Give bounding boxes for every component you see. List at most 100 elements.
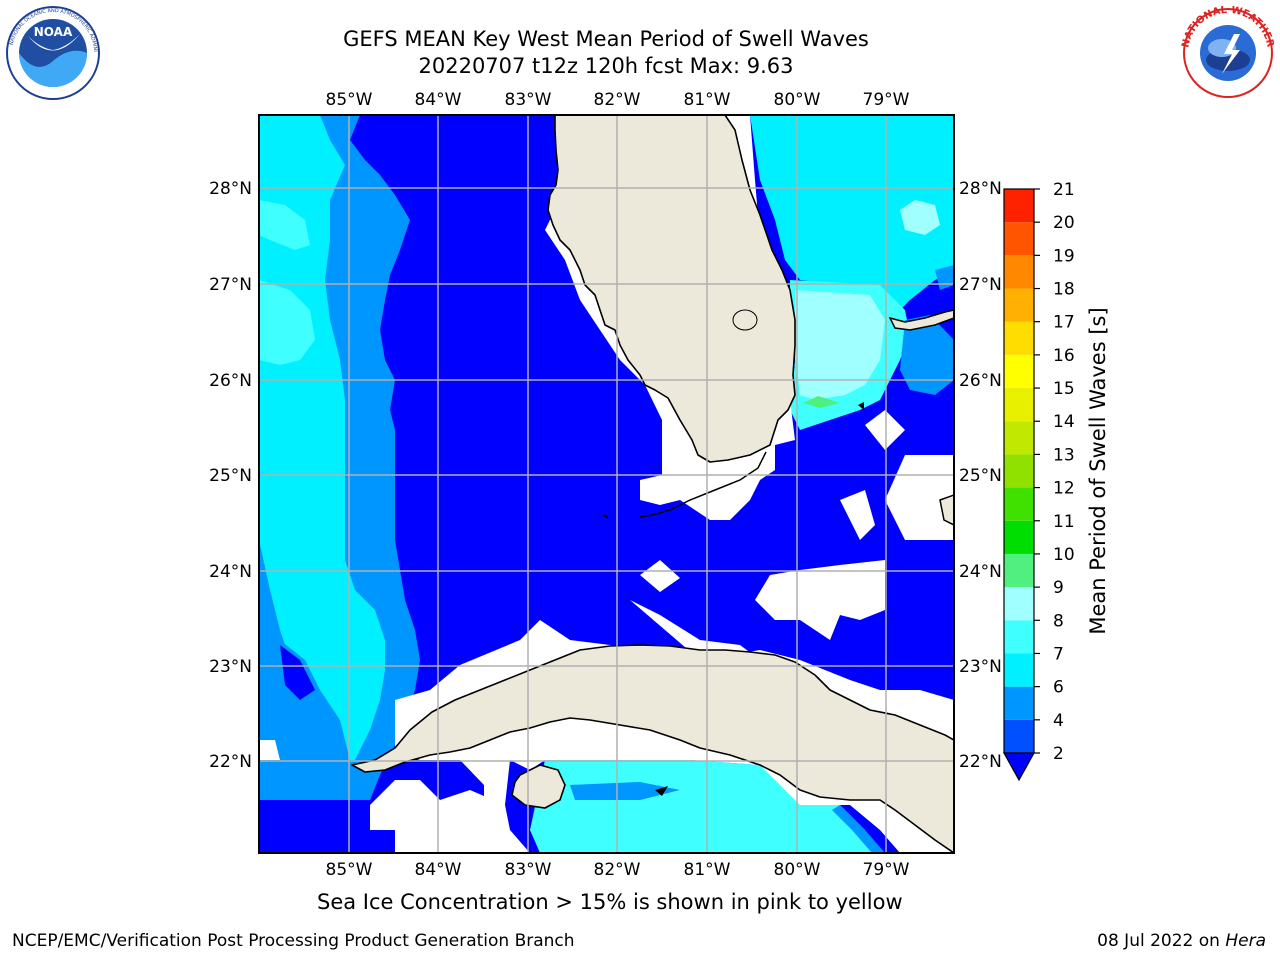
colorbar-tick-label: 6 [1053, 678, 1064, 698]
lon-label-top: 85°W [326, 90, 373, 110]
swell-band-8-9-east-b [900, 200, 940, 235]
swell-band-7-8-west-b [259, 280, 315, 365]
swell-band-4-6-south-b [832, 805, 885, 853]
lon-label-bottom: 81°W [684, 860, 731, 880]
land-isla-juventud [511, 764, 566, 809]
colorbar-tick-label: 15 [1053, 379, 1075, 399]
colorbar-segment [1004, 222, 1034, 256]
footer-host: Hera [1225, 931, 1266, 951]
lat-label-left: 22°N [209, 752, 252, 772]
colorbar-tick-label: 2 [1053, 744, 1064, 764]
colorbar-tick-label: 16 [1053, 346, 1075, 366]
colorbar-tick-label: 13 [1053, 445, 1075, 465]
lon-label-top: 79°W [863, 90, 910, 110]
colorbar: 2 4 6 7 8 9 10 11 12 13 14 15 16 17 18 19 20 21 [1002, 180, 1075, 782]
colorbar-tick-label: 19 [1053, 246, 1075, 266]
lon-label-top: 84°W [415, 90, 462, 110]
land-bahamas-islet [858, 402, 864, 410]
swell-band-4-6-south [570, 782, 680, 800]
map-subtitle: 20220707 t12z 120h fcst Max: 9.63 [418, 54, 794, 78]
lake-okeechobee [732, 309, 758, 331]
colorbar-segment [1004, 520, 1034, 554]
colorbar-segment [1004, 487, 1034, 521]
lon-label-bottom: 85°W [326, 860, 373, 880]
land-andros [939, 494, 954, 526]
land-cuba [351, 644, 954, 853]
swell-band-9-10-east [803, 396, 840, 408]
colorbar-segment [1004, 288, 1034, 322]
colorbar-segment [1004, 454, 1034, 488]
colorbar-tick-label: 20 [1053, 213, 1075, 233]
colorbar-segment [1004, 255, 1034, 289]
colorbar-frame [1003, 188, 1035, 754]
lat-label-left: 25°N [209, 466, 252, 486]
lat-label-right: 26°N [959, 371, 1002, 391]
colorbar-tick-label: 17 [1053, 313, 1075, 333]
colorbar-tick-label: 14 [1053, 412, 1075, 432]
land-florida-keys [639, 451, 767, 518]
colorbar-segment [1004, 189, 1034, 223]
colorbar-tick-label: 7 [1053, 644, 1064, 664]
land-bahamas [888, 309, 954, 331]
lat-label-right: 22°N [959, 752, 1002, 772]
noaa-logo: NOAA NATIONAL OCEANIC AND ATMOSPHERIC AD… [0, 6, 100, 100]
lon-label-bottom: 79°W [863, 860, 910, 880]
swell-band-8-9-east [795, 290, 885, 400]
graticule [259, 115, 954, 853]
footer-credit: NCEP/EMC/Verification Post Processing Pr… [12, 931, 575, 951]
colorbar-segment [1004, 587, 1034, 621]
colorbar-segment [1004, 686, 1034, 720]
colorbar-tick-label: 9 [1053, 578, 1064, 598]
lat-label-left: 27°N [209, 275, 252, 295]
swell-band-6-7-west [259, 115, 385, 760]
swell-band-4-6-sw [259, 640, 350, 770]
nws-logo: NATIONAL WEATHER SERVICE [1178, 6, 1276, 98]
lat-label-left: 26°N [209, 371, 252, 391]
colorbar-segment [1004, 321, 1034, 355]
swell-band-4-6-east [900, 315, 954, 395]
lat-label-left: 28°N [209, 179, 252, 199]
colorbar-segment [1004, 421, 1034, 455]
colorbar-tick-label: 11 [1053, 512, 1075, 532]
map-title: GEFS MEAN Key West Mean Period of Swell … [343, 27, 869, 51]
land-dry-tortugas [603, 514, 609, 519]
map-frame [258, 114, 955, 854]
lon-label-bottom: 83°W [505, 860, 552, 880]
swell-band-6-7-east [750, 115, 954, 320]
colorbar-segment [1004, 553, 1034, 588]
colorbar-tick-label: 18 [1053, 280, 1075, 300]
colorbar-tick-label: 4 [1053, 711, 1064, 731]
lat-label-right: 24°N [959, 562, 1002, 582]
axis-labels: 85°W 84°W 83°W 82°W 81°W 80°W 79°W 85°W … [209, 90, 1002, 880]
lat-label-right: 27°N [959, 275, 1002, 295]
svg-text:NOAA: NOAA [34, 25, 73, 39]
colorbar-tick-label: 10 [1053, 545, 1075, 565]
colorbar-tick-label: 8 [1053, 611, 1064, 631]
lon-label-top: 83°W [505, 90, 552, 110]
land-florida [547, 115, 796, 463]
lon-label-top: 81°W [684, 90, 731, 110]
swell-band-7-8-west-a [259, 200, 310, 250]
sea-ice-caption: Sea Ice Concentration > 15% is shown in … [317, 890, 903, 914]
colorbar-segment [1004, 620, 1034, 654]
lon-label-top: 82°W [594, 90, 641, 110]
lat-label-right: 23°N [959, 657, 1002, 677]
lon-label-top: 80°W [774, 90, 821, 110]
lat-label-left: 24°N [209, 562, 252, 582]
colorbar-label: Mean Period of Swell Waves [s] [1086, 307, 1110, 634]
lon-label-bottom: 82°W [594, 860, 641, 880]
colorbar-segment [1004, 354, 1034, 389]
colorbar-segment [1004, 388, 1034, 422]
map-panel [259, 115, 954, 853]
lon-label-bottom: 80°W [774, 860, 821, 880]
colorbar-tick-label: 12 [1053, 479, 1075, 499]
colorbar-tick-label: 21 [1053, 180, 1075, 200]
footer-date: 08 Jul 2022 on Hera [1097, 931, 1266, 951]
swell-band-2-4-cuba-west [280, 645, 315, 700]
footer-date-text: 08 Jul 2022 on [1097, 931, 1226, 951]
colorbar-segment [1004, 653, 1034, 687]
lat-label-right: 28°N [959, 179, 1002, 199]
colorbar-extend-arrow [1002, 752, 1036, 782]
land-cayo-largo [655, 786, 668, 796]
